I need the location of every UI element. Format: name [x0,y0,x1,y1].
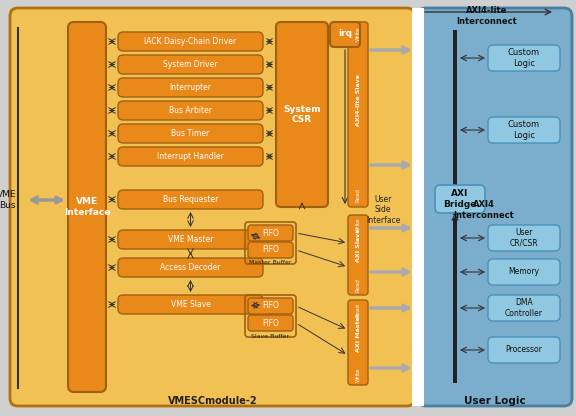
Text: VMESCmodule-2: VMESCmodule-2 [168,396,258,406]
Text: AXI4-lite
Interconnect: AXI4-lite Interconnect [457,6,517,26]
Text: Bus Requester: Bus Requester [163,195,218,204]
FancyBboxPatch shape [276,22,328,207]
Text: Custom
Logic: Custom Logic [508,120,540,140]
FancyBboxPatch shape [248,242,293,258]
FancyBboxPatch shape [248,315,293,331]
Text: Access Decoder: Access Decoder [160,263,221,272]
Text: User
Side
Interface: User Side Interface [366,195,400,225]
Text: Memory: Memory [509,267,540,277]
Bar [453,218,457,383]
FancyBboxPatch shape [118,32,263,51]
FancyBboxPatch shape [118,147,263,166]
FancyBboxPatch shape [348,215,368,295]
Bar [412,8,424,406]
Text: FIFO: FIFO [262,302,279,310]
Text: Interrupter: Interrupter [169,83,211,92]
Text: VME Master: VME Master [168,235,213,244]
Text: VME
Bus: VME Bus [0,190,17,210]
FancyBboxPatch shape [488,337,560,363]
FancyBboxPatch shape [118,295,263,314]
Text: User Logic: User Logic [464,396,526,406]
Text: FIFO: FIFO [262,228,279,238]
FancyBboxPatch shape [348,300,368,385]
FancyBboxPatch shape [10,8,415,406]
Text: Processor: Processor [506,346,543,354]
Text: Custom
Logic: Custom Logic [508,48,540,68]
Text: System Driver: System Driver [163,60,218,69]
FancyBboxPatch shape [488,225,560,251]
Text: System
CSR: System CSR [283,105,321,124]
Text: Write: Write [355,27,361,41]
Text: AXI Slave: AXI Slave [355,228,361,262]
Text: VME
Interface: VME Interface [64,197,110,217]
FancyBboxPatch shape [68,22,106,392]
FancyBboxPatch shape [118,190,263,209]
FancyBboxPatch shape [488,45,560,71]
Text: Master Buffer: Master Buffer [249,260,292,265]
Text: Write: Write [355,218,361,232]
FancyBboxPatch shape [330,22,360,47]
FancyBboxPatch shape [348,22,368,207]
FancyBboxPatch shape [248,225,293,241]
FancyBboxPatch shape [118,258,263,277]
Text: irq: irq [338,30,352,39]
Text: User
CR/CSR: User CR/CSR [510,228,539,248]
Text: FIFO: FIFO [262,245,279,255]
FancyBboxPatch shape [488,117,560,143]
FancyBboxPatch shape [118,124,263,143]
Bar [10,8,415,406]
Text: AXI4
Interconnect: AXI4 Interconnect [454,200,514,220]
Text: DMA
Controller: DMA Controller [505,298,543,318]
Text: AXI4-lite Slave: AXI4-lite Slave [355,74,361,126]
FancyBboxPatch shape [435,185,485,213]
Text: FIFO: FIFO [262,319,279,327]
FancyBboxPatch shape [488,295,560,321]
Text: Read: Read [355,188,361,202]
FancyBboxPatch shape [118,101,263,120]
FancyBboxPatch shape [488,259,560,285]
Text: Write: Write [355,368,361,382]
Text: VME Slave: VME Slave [170,300,210,309]
Text: Bus Arbiter: Bus Arbiter [169,106,212,115]
FancyBboxPatch shape [248,298,293,314]
Text: IACK Daisy-Chain Driver: IACK Daisy-Chain Driver [145,37,237,46]
FancyBboxPatch shape [418,8,572,406]
Text: Read: Read [355,278,361,292]
Text: Interrupt Handler: Interrupt Handler [157,152,224,161]
FancyBboxPatch shape [118,55,263,74]
FancyBboxPatch shape [118,78,263,97]
Text: Bus Timer: Bus Timer [172,129,210,138]
Text: AXI
Bridge: AXI Bridge [444,189,477,209]
Text: AXI Master: AXI Master [355,313,361,352]
Text: Read: Read [355,303,361,317]
Text: Slave Buffer: Slave Buffer [252,334,290,339]
Bar [453,30,457,215]
FancyBboxPatch shape [118,230,263,249]
